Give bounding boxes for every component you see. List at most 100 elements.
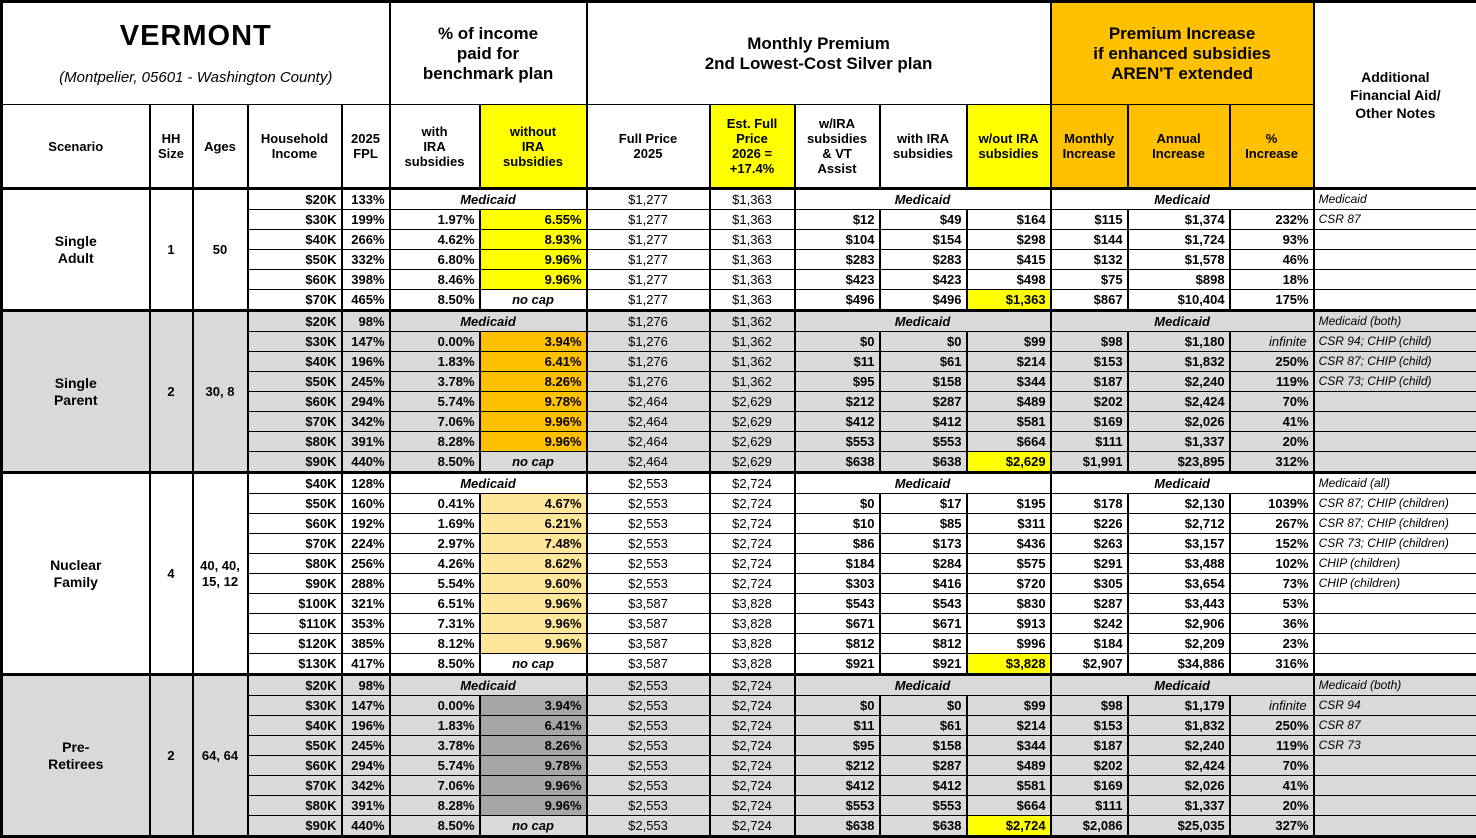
cell-subsidy-ira-vt: $921: [795, 654, 880, 675]
cell-est-price-2026: $1,363: [710, 270, 795, 290]
cell-pct-with-ira: 1.83%: [390, 352, 480, 372]
cell-notes: [1314, 796, 1476, 816]
cell-pct-with-ira: 8.50%: [390, 452, 480, 473]
group-header-monthly-premium: Monthly Premium 2nd Lowest-Cost Silver p…: [587, 2, 1051, 105]
cell-fpl: 256%: [342, 554, 390, 574]
cell-subsidy-ira: $553: [880, 432, 967, 452]
cell-est-price-2026: $2,724: [710, 574, 795, 594]
cell-annual-increase: $1,832: [1128, 716, 1230, 736]
cell-subsidy-ira: $284: [880, 554, 967, 574]
cell-notes: [1314, 756, 1476, 776]
cell-pct-with-ira: 8.50%: [390, 654, 480, 675]
cell-subsidy-no-ira: $581: [967, 412, 1051, 432]
cell-subsidy-ira-vt: $671: [795, 614, 880, 634]
cell-pct-without-ira: 9.78%: [480, 392, 587, 412]
cell-notes: Medicaid (both): [1314, 675, 1476, 696]
cell-pct-increase: 53%: [1230, 594, 1314, 614]
cell-est-price-2026: $1,362: [710, 372, 795, 392]
cell-notes: [1314, 412, 1476, 432]
cell-monthly-increase: $2,086: [1051, 816, 1128, 837]
ages-value: 30, 8: [193, 311, 248, 473]
cell-monthly-increase: $115: [1051, 210, 1128, 230]
cell-household-income: $50K: [248, 372, 342, 392]
cell-pct-increase: 1039%: [1230, 494, 1314, 514]
col-header-sub-ira-vt: w/IRA subsidies & VT Assist: [795, 105, 880, 189]
cell-subsidy-ira-vt: $553: [795, 796, 880, 816]
cell-notes: [1314, 230, 1476, 250]
cell-fpl: 342%: [342, 412, 390, 432]
cell-pct-with-ira: 0.00%: [390, 696, 480, 716]
cell-pct-increase: 41%: [1230, 412, 1314, 432]
cell-monthly-increase: $98: [1051, 696, 1128, 716]
cell-subsidy-no-ira: $195: [967, 494, 1051, 514]
table-title-cell: VERMONT (Montpelier, 05601 - Washington …: [2, 2, 390, 105]
col-header-full-price: Full Price 2025: [587, 105, 710, 189]
cell-notes: [1314, 290, 1476, 311]
cell-fpl: 266%: [342, 230, 390, 250]
cell-subsidy-no-ira: $344: [967, 736, 1051, 756]
cell-notes: [1314, 654, 1476, 675]
cell-fpl: 196%: [342, 716, 390, 736]
cell-subsidy-ira: $17: [880, 494, 967, 514]
cell-notes: [1314, 452, 1476, 473]
cell-est-price-2026: $2,629: [710, 452, 795, 473]
cell-subsidy-ira-vt: $86: [795, 534, 880, 554]
cell-notes: CSR 87; CHIP (children): [1314, 514, 1476, 534]
cell-fpl: 332%: [342, 250, 390, 270]
cell-annual-increase: $1,724: [1128, 230, 1230, 250]
cell-subsidy-ira-vt: $212: [795, 392, 880, 412]
cell-annual-increase: $3,157: [1128, 534, 1230, 554]
cell-subsidy-ira: $61: [880, 352, 967, 372]
cell-monthly-increase: $202: [1051, 392, 1128, 412]
cell-household-income: $130K: [248, 654, 342, 675]
cell-full-price-2025: $3,587: [587, 614, 710, 634]
cell-subsidy-no-ira: $415: [967, 250, 1051, 270]
cell-notes: CSR 94; CHIP (child): [1314, 332, 1476, 352]
cell-notes: CHIP (children): [1314, 574, 1476, 594]
col-header-income: Household Income: [248, 105, 342, 189]
cell-household-income: $40K: [248, 352, 342, 372]
cell-pct-with-ira: 7.06%: [390, 412, 480, 432]
cell-annual-increase: $1,578: [1128, 250, 1230, 270]
cell-pct-without-ira: 6.21%: [480, 514, 587, 534]
cell-pct-without-ira: no cap: [480, 816, 587, 837]
col-header-est-price: Est. Full Price 2026 = +17.4%: [710, 105, 795, 189]
cell-pct-increase: 70%: [1230, 756, 1314, 776]
cell-est-price-2026: $2,724: [710, 473, 795, 494]
cell-pct-with-ira: 1.97%: [390, 210, 480, 230]
cell-annual-increase: $25,035: [1128, 816, 1230, 837]
cell-subsidy-ira: $412: [880, 776, 967, 796]
cell-monthly-increase: $187: [1051, 372, 1128, 392]
cell-pct-increase: 316%: [1230, 654, 1314, 675]
cell-notes: CSR 73: [1314, 736, 1476, 756]
cell-monthly-increase: $263: [1051, 534, 1128, 554]
cell-pct-increase: infinite: [1230, 332, 1314, 352]
cell-subsidy-ira-vt: $10: [795, 514, 880, 534]
cell-subsidy-ira: $158: [880, 736, 967, 756]
cell-medicaid-pct-group: Medicaid: [390, 311, 587, 332]
cell-pct-increase: 70%: [1230, 392, 1314, 412]
cell-subsidy-ira-vt: $0: [795, 696, 880, 716]
cell-medicaid-premium-group: Medicaid: [795, 311, 1051, 332]
col-header-pct-with-ira: with IRA subsidies: [390, 105, 480, 189]
cell-full-price-2025: $2,553: [587, 796, 710, 816]
cell-est-price-2026: $3,828: [710, 594, 795, 614]
cell-medicaid-pct-group: Medicaid: [390, 189, 587, 210]
cell-notes: [1314, 634, 1476, 654]
cell-est-price-2026: $2,724: [710, 554, 795, 574]
cell-notes: [1314, 270, 1476, 290]
cell-subsidy-no-ira: $720: [967, 574, 1051, 594]
cell-monthly-increase: $111: [1051, 796, 1128, 816]
cell-household-income: $50K: [248, 250, 342, 270]
cell-pct-increase: 102%: [1230, 554, 1314, 574]
cell-subsidy-ira: $0: [880, 332, 967, 352]
cell-household-income: $20K: [248, 189, 342, 210]
cell-subsidy-no-ira: $2,629: [967, 452, 1051, 473]
cell-medicaid-pct-group: Medicaid: [390, 675, 587, 696]
cell-subsidy-ira: $61: [880, 716, 967, 736]
cell-pct-increase: 20%: [1230, 796, 1314, 816]
cell-household-income: $60K: [248, 514, 342, 534]
cell-subsidy-ira-vt: $283: [795, 250, 880, 270]
